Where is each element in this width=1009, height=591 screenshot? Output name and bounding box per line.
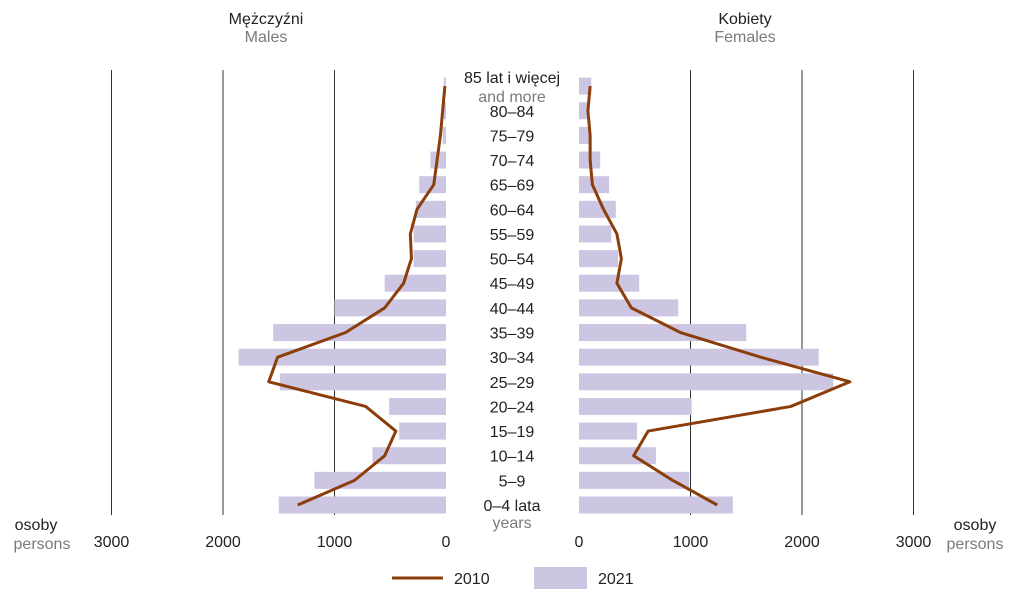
age-label-1: 5–9 — [499, 473, 526, 490]
age-label-7: 35–39 — [490, 326, 535, 343]
bar-female-7 — [579, 324, 747, 342]
age-label-0: 0–4 lata — [484, 498, 541, 515]
age-label-4: 20–24 — [490, 399, 535, 416]
age-label-17: 85 lat i więcej — [464, 70, 560, 87]
bar-female-12 — [579, 200, 616, 218]
right-unit-sublabel: persons — [947, 536, 1004, 553]
legend-label-2010: 2010 — [454, 571, 490, 588]
bar-female-13 — [579, 176, 610, 194]
bar-male-8 — [334, 299, 446, 317]
bar-male-1 — [314, 471, 446, 489]
age-label-10: 50–54 — [490, 252, 535, 269]
age-label-8: 40–44 — [490, 301, 535, 318]
legend-bar-swatch — [534, 567, 587, 589]
bar-female-3 — [579, 422, 637, 440]
bar-female-10 — [579, 250, 619, 268]
age-label-13: 65–69 — [490, 178, 535, 195]
tick-right-0: 0 — [575, 534, 584, 551]
left-unit-label: osoby — [15, 517, 58, 534]
bar-female-17 — [579, 77, 592, 95]
age-category-labels: 0–4 lata 5–9 10–14 15–19 20–24 25–29 30–34 35–3… — [464, 70, 560, 532]
gridlines — [111, 70, 914, 515]
line-males-2010 — [267, 85, 447, 507]
age-label-3: 15–19 — [490, 424, 535, 441]
left-unit-sublabel: persons — [14, 536, 71, 553]
bar-female-0 — [579, 496, 733, 514]
bar-male-2 — [372, 447, 446, 465]
age-label-2: 10–14 — [490, 449, 535, 466]
age-label-9: 45–49 — [490, 276, 535, 293]
left-panel-subtitle: Males — [245, 29, 288, 46]
bar-female-6 — [579, 348, 819, 366]
age-sublabel-years: years — [492, 515, 531, 532]
tick-left-0: 0 — [442, 534, 451, 551]
tick-left-2000: 2000 — [205, 534, 241, 551]
bar-male-6 — [238, 348, 446, 366]
right-panel-subtitle: Females — [714, 29, 775, 46]
bar-male-16 — [443, 102, 446, 120]
tick-left-3000: 3000 — [94, 534, 130, 551]
age-label-11: 55–59 — [490, 227, 535, 244]
bar-female-11 — [579, 225, 612, 243]
bar-female-1 — [579, 471, 690, 489]
bars-group — [238, 77, 834, 514]
bar-female-15 — [579, 126, 591, 144]
bar-female-8 — [579, 299, 679, 317]
legend-label-2021: 2021 — [598, 571, 634, 588]
age-label-14: 70–74 — [490, 153, 535, 170]
bar-male-10 — [413, 250, 446, 268]
age-sublabel-and-more: and more — [478, 89, 546, 106]
axis-tick-labels: 0 0 1000 1000 2000 2000 3000 3000 — [94, 534, 932, 551]
bar-female-9 — [579, 274, 640, 292]
right-panel-title: Kobiety — [718, 11, 771, 28]
bar-male-11 — [413, 225, 446, 243]
age-label-16: 80–84 — [490, 104, 535, 121]
lines-group — [267, 85, 852, 507]
bar-male-3 — [399, 422, 446, 440]
age-label-5: 25–29 — [490, 375, 535, 392]
bar-male-5 — [279, 373, 446, 391]
age-label-6: 30–34 — [490, 350, 535, 367]
tick-right-2000: 2000 — [784, 534, 820, 551]
bar-male-4 — [389, 397, 446, 415]
bar-male-0 — [278, 496, 446, 514]
bar-male-7 — [273, 324, 446, 342]
tick-right-1000: 1000 — [673, 534, 709, 551]
bar-female-5 — [579, 373, 834, 391]
tick-left-1000: 1000 — [317, 534, 353, 551]
bar-male-9 — [384, 274, 446, 292]
bar-male-12 — [415, 200, 446, 218]
tick-right-3000: 3000 — [896, 534, 932, 551]
age-label-15: 75–79 — [490, 128, 535, 145]
line-females-2010 — [586, 85, 852, 507]
left-panel-title: Mężczyźni — [229, 11, 304, 28]
bar-female-16 — [579, 102, 588, 120]
age-label-12: 60–64 — [490, 202, 535, 219]
bar-female-4 — [579, 397, 692, 415]
legend: 2010 2021 — [392, 567, 634, 589]
right-unit-label: osoby — [954, 517, 997, 534]
bar-male-15 — [442, 126, 446, 144]
